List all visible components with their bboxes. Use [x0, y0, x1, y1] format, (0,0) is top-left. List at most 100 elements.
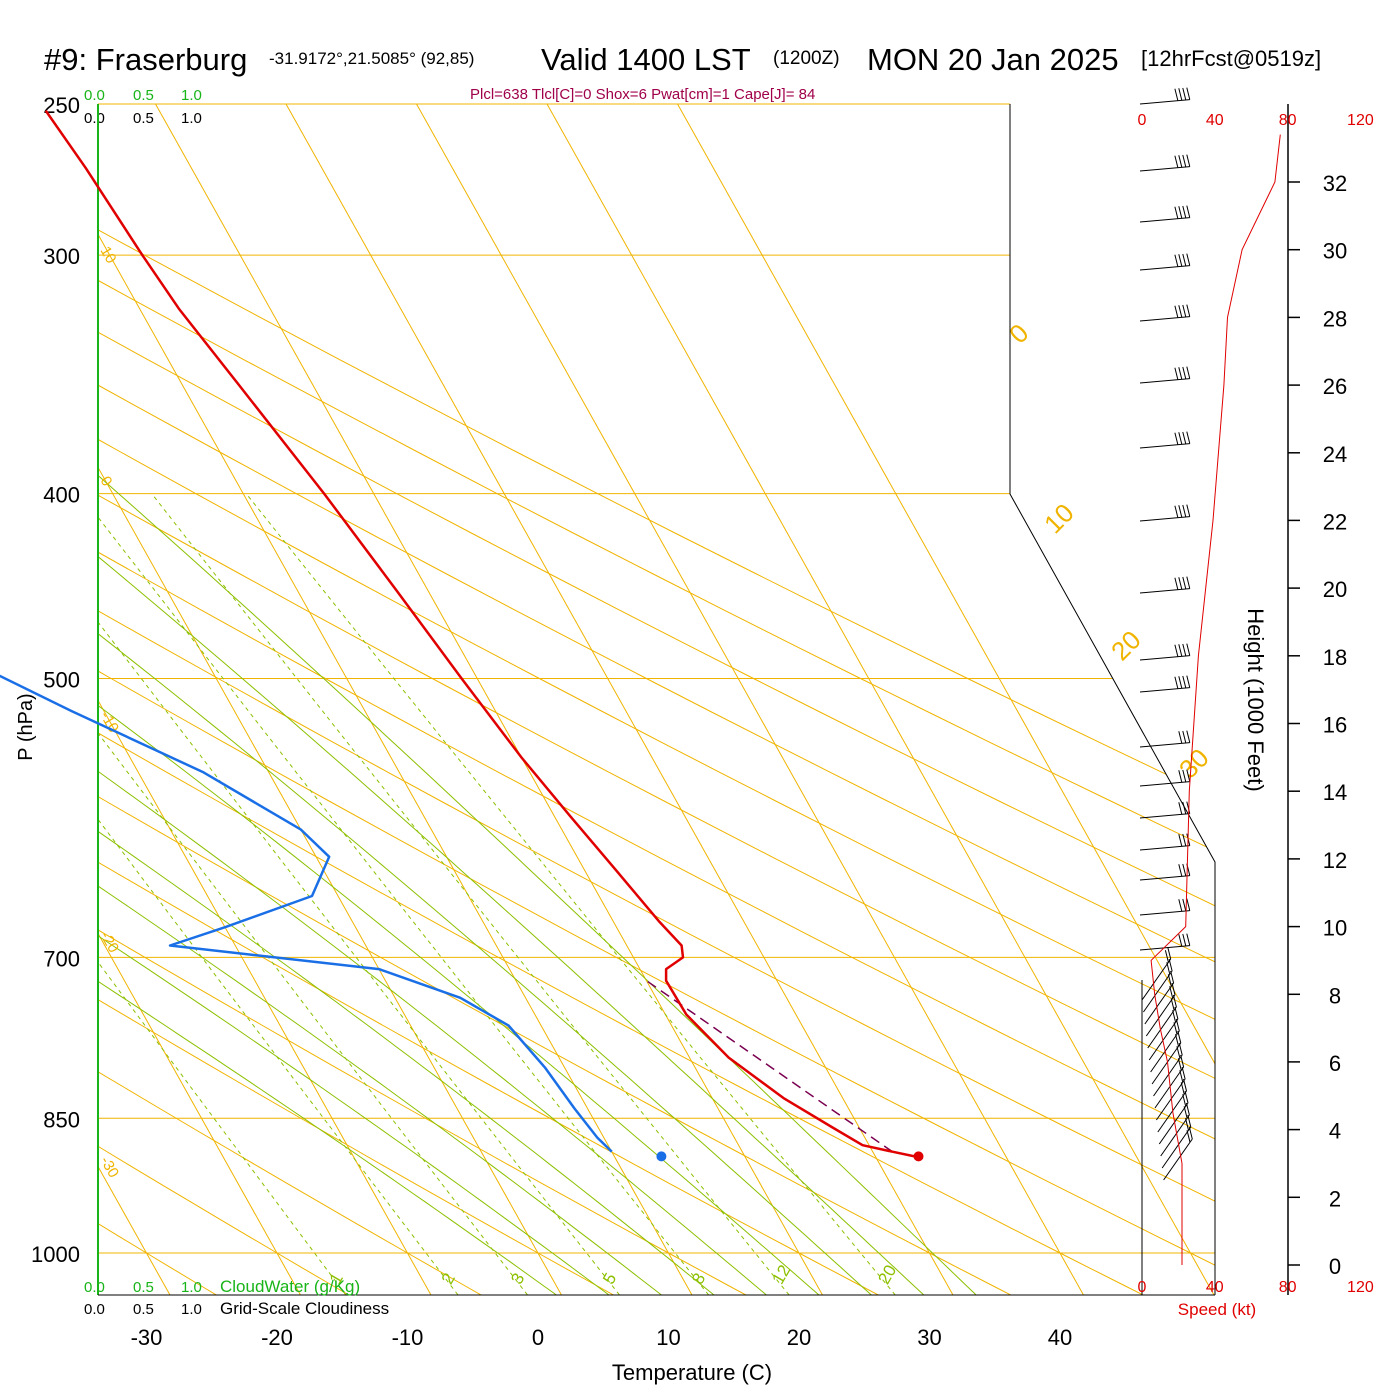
wind-barb-feather: [1180, 1054, 1185, 1068]
isotherm-lines: [98, 104, 1215, 1295]
wind-barb-feather: [1186, 769, 1191, 782]
moist-adiabat-lines: [98, 104, 983, 1295]
wind-barb-feather: [1182, 504, 1187, 518]
wind-barb: [1139, 516, 1190, 522]
wind-barb-feather: [1178, 577, 1183, 590]
height-tick-label: 2: [1329, 1186, 1341, 1211]
mixing-ratio-line: [245, 493, 901, 1295]
scale-black-0: 0.0: [84, 110, 105, 127]
wind-barb-feather: [1186, 675, 1191, 688]
wind-barb: [1151, 1042, 1182, 1085]
pressure-tick-700: 700: [43, 946, 80, 971]
wind-barb: [1139, 813, 1190, 819]
isotherm: [658, 104, 1215, 1295]
height-tick-label: 14: [1323, 780, 1347, 805]
bottom-scale-black-0: 0.0: [84, 1301, 105, 1318]
temperature-line: [44, 109, 915, 1158]
dry-adiabat: [98, 104, 1215, 1295]
wind-barb-feather: [1182, 730, 1187, 744]
mixing-ratio-line: [98, 493, 625, 1295]
wind-barb-feather: [1178, 934, 1183, 947]
moist-adiabat: [98, 104, 931, 1295]
moist-adiabat: [98, 104, 983, 1295]
wind-barb: [1145, 994, 1176, 1037]
isotherm: [136, 104, 827, 1295]
scale-green-0: 0.0: [84, 87, 105, 104]
height-tick-label: 6: [1329, 1051, 1341, 1076]
mixing-ratio-label: 8: [688, 1270, 709, 1288]
pressure-tick-850: 850: [43, 1107, 80, 1132]
wind-barb-feather: [1182, 863, 1187, 877]
pressure-tick-1000: 1000: [31, 1242, 80, 1267]
wind-barb-feather: [1178, 834, 1183, 847]
x-axis-title: Temperature (C): [612, 1360, 772, 1385]
cloudiness-label: Grid-Scale Cloudiness: [220, 1299, 389, 1318]
wind-barb: [1139, 217, 1190, 223]
wind-barb-feather: [1172, 994, 1177, 1008]
wind-barb: [1153, 1054, 1183, 1097]
wind-barb-feather: [1186, 504, 1191, 517]
height-tick-label: 26: [1323, 374, 1347, 399]
height-tick-label: 0: [1329, 1254, 1341, 1279]
wind-barb-feather: [1182, 833, 1187, 847]
wind-barb: [1139, 845, 1190, 851]
mixing-ratio-line: [98, 493, 352, 1295]
wind-barb-feather: [1186, 643, 1191, 656]
wind-barb-feather: [1180, 1082, 1185, 1095]
wind-barb: [1139, 443, 1190, 449]
height-tick-label: 18: [1323, 645, 1347, 670]
bottom-scale-black-1: 0.5: [133, 1301, 154, 1318]
wind-barb-feather: [1185, 1118, 1189, 1131]
dry-adiabat: [98, 104, 493, 1295]
wind-barb: [1158, 1102, 1189, 1145]
wind-barb-feather: [1174, 577, 1179, 590]
wind-barb-feather: [1178, 367, 1183, 380]
dry-adiabat: [98, 104, 1156, 1295]
wind-barb: [1139, 781, 1190, 787]
wind-barb-feather: [1178, 802, 1183, 815]
height-tick-label: 10: [1323, 916, 1347, 941]
cloudwater-label: CloudWater (g/Kg): [220, 1277, 360, 1296]
wind-barb: [1139, 99, 1190, 105]
wind-barb-feather: [1174, 305, 1179, 318]
height-tick-label: 8: [1329, 983, 1341, 1008]
dewpoint-trace: [0, 674, 613, 1153]
height-tick-label: 12: [1323, 848, 1347, 873]
wind-barb-feather: [1182, 304, 1187, 318]
wind-barb: [1147, 1006, 1177, 1049]
wind-barb-feather: [1178, 505, 1183, 518]
mixing-ratio-label: 5: [599, 1270, 620, 1288]
wind-barb: [1163, 1138, 1193, 1181]
wind-barb-feather: [1178, 88, 1183, 101]
speed-tick-bottom: 40: [1206, 1279, 1224, 1296]
wind-barb-feather: [1174, 644, 1179, 657]
wind-barb-feather: [1182, 87, 1187, 101]
wind-barb-feather: [1174, 432, 1179, 445]
moist-adiabat: [98, 104, 879, 1295]
temperature-tick: 30: [917, 1325, 941, 1350]
wind-barb-feather: [1182, 1094, 1187, 1107]
wind-barb-feather: [1188, 1126, 1193, 1140]
station-name: #9: Fraserburg: [44, 42, 247, 77]
moist-adiabat: [98, 104, 722, 1295]
scale-black-1: 0.5: [133, 110, 154, 127]
isotherm: [98, 104, 566, 1295]
wind-barb-feather: [1186, 431, 1191, 444]
wind-barb: [1139, 655, 1190, 661]
bottom-scale-black-2: 1.0: [181, 1301, 202, 1318]
isotherm: [527, 104, 1215, 1295]
wind-barbs: [1139, 87, 1193, 1181]
wind-barb-feather: [1186, 730, 1191, 743]
dry-adiabat-label: 0: [97, 474, 116, 490]
pressure-tick-400: 400: [43, 483, 80, 508]
scale-black-2: 1.0: [181, 110, 202, 127]
dry-adiabat: [98, 104, 1215, 1295]
chart-title: #9: Fraserburg -31.9172°,21.5085° (92,85…: [44, 42, 1321, 77]
wind-barb-feather: [1182, 769, 1187, 783]
speed-line: [1150, 134, 1281, 1265]
temperature-tick: -30: [131, 1325, 163, 1350]
speed-tick-top: 120: [1347, 112, 1374, 129]
wind-barb-feather: [1186, 205, 1191, 218]
